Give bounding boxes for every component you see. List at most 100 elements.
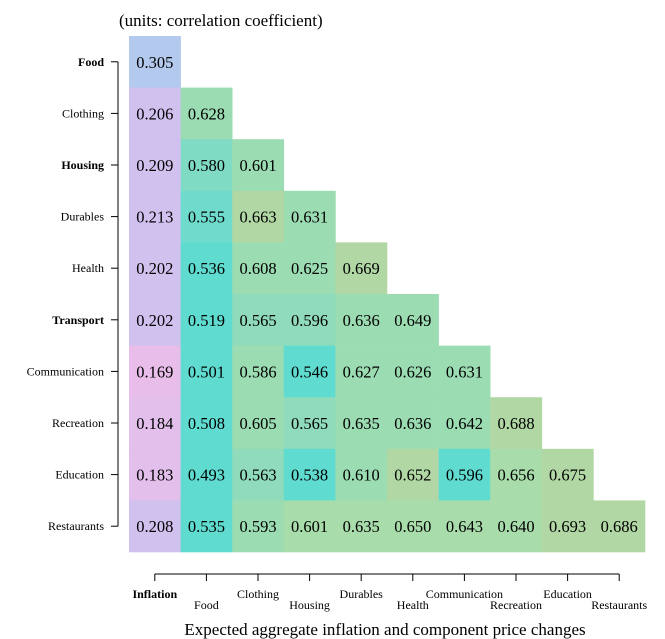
- cell-value-label: 0.642: [446, 414, 483, 433]
- heatmap-cell: [129, 500, 181, 553]
- heatmap-cell: [180, 448, 233, 501]
- cell-value-label: 0.546: [291, 362, 328, 381]
- cell-value-label: 0.631: [291, 208, 328, 227]
- heatmap-cell: [283, 500, 336, 553]
- heatmap-cell: [129, 345, 181, 398]
- heatmap-cell: [490, 448, 543, 501]
- heatmap-cell: [387, 397, 439, 450]
- x-tick-label: Durables: [340, 587, 384, 601]
- cell-value-label: 0.580: [188, 156, 225, 175]
- heatmap-cell: [232, 448, 285, 501]
- heatmap-cell: [283, 397, 336, 450]
- heatmap-cell: [232, 500, 285, 553]
- x-tick-label: Restaurants: [591, 598, 647, 612]
- cell-value-label: 0.305: [136, 53, 173, 72]
- heatmap-cell: [283, 294, 336, 346]
- x-tick-label: Clothing: [237, 587, 279, 601]
- y-tick-label: Transport: [52, 313, 104, 327]
- heatmap-cell: [129, 294, 181, 346]
- heatmap-cell: [387, 500, 439, 553]
- heatmap-cell: [180, 139, 233, 192]
- cell-value-label: 0.565: [239, 311, 276, 330]
- cell-value-label: 0.555: [188, 208, 225, 227]
- cell-value-label: 0.627: [343, 362, 380, 381]
- heatmap-cell: [129, 139, 181, 192]
- cell-value-label: 0.184: [136, 414, 173, 433]
- y-tick-label: Education: [55, 468, 104, 482]
- heatmap-cell: [335, 242, 388, 295]
- x-tick-label: Recreation: [490, 598, 542, 612]
- cell-value-label: 0.601: [239, 156, 276, 175]
- heatmap-cell: [283, 345, 336, 398]
- heatmap-cell: [129, 190, 181, 243]
- cell-value-label: 0.626: [394, 362, 431, 381]
- heatmap-cell: [541, 448, 594, 501]
- cell-value-label: 0.686: [601, 517, 638, 536]
- heatmap-cell: [387, 294, 439, 346]
- y-tick-label: Restaurants: [48, 519, 104, 533]
- cell-value-label: 0.669: [343, 259, 380, 278]
- units-note: (units: correlation coefficient): [119, 11, 323, 30]
- heatmap-cell: [232, 294, 285, 346]
- cell-value-label: 0.565: [291, 414, 328, 433]
- cell-value-label: 0.563: [239, 466, 276, 485]
- cell-value-label: 0.640: [497, 517, 534, 536]
- cell-value-label: 0.635: [343, 414, 380, 433]
- cell-value-label: 0.628: [188, 104, 225, 123]
- cell-value-label: 0.183: [136, 466, 173, 485]
- x-tick-label: Health: [397, 598, 429, 612]
- heatmap-cell: [180, 345, 233, 398]
- cell-value-label: 0.625: [291, 259, 328, 278]
- heatmap-cell: [438, 345, 491, 398]
- cell-value-label: 0.586: [239, 362, 276, 381]
- cell-value-label: 0.508: [188, 414, 225, 433]
- cell-value-label: 0.649: [394, 311, 431, 330]
- cell-value-label: 0.610: [343, 466, 380, 485]
- y-tick-label: Communication: [27, 364, 104, 378]
- cell-value-label: 0.601: [291, 517, 328, 536]
- cell-value-label: 0.493: [188, 466, 225, 485]
- heatmap-cell: [438, 397, 491, 450]
- heatmap-cell: [180, 397, 233, 450]
- heatmap-cell: [335, 294, 388, 346]
- heatmap-cell: [232, 397, 285, 450]
- cell-value-label: 0.519: [188, 311, 225, 330]
- heatmap-cell: [232, 242, 285, 295]
- y-tick-label: Housing: [61, 158, 104, 172]
- cell-value-label: 0.693: [549, 517, 586, 536]
- heatmap-cell: [180, 242, 233, 295]
- heatmap-cell: [438, 448, 491, 501]
- heatmap-cell: [541, 500, 594, 553]
- heatmap-cell: [593, 500, 646, 553]
- heatmap-cell: [232, 139, 285, 192]
- cell-value-label: 0.202: [136, 259, 173, 278]
- heatmap-cell: [232, 345, 285, 398]
- heatmap-cell: [129, 242, 181, 295]
- x-tick-label: Housing: [289, 598, 330, 612]
- cell-value-label: 0.636: [343, 311, 380, 330]
- cell-value-label: 0.596: [291, 311, 328, 330]
- cell-value-label: 0.208: [136, 517, 173, 536]
- heatmap-cell: [335, 397, 388, 450]
- heatmap-cell: [180, 500, 233, 553]
- cell-value-label: 0.538: [291, 466, 328, 485]
- cell-value-label: 0.675: [549, 466, 586, 485]
- x-tick-label: Education: [543, 587, 592, 601]
- cell-value-label: 0.663: [239, 208, 276, 227]
- cell-value-label: 0.656: [497, 466, 534, 485]
- heatmap-cell: [490, 397, 543, 450]
- cell-value-label: 0.605: [239, 414, 276, 433]
- y-tick-label: Food: [78, 55, 104, 69]
- heatmap-cell: [180, 294, 233, 346]
- cell-value-label: 0.643: [446, 517, 483, 536]
- cell-value-label: 0.501: [188, 362, 225, 381]
- heatmap-cell: [232, 190, 285, 243]
- heatmap-cell: [438, 500, 491, 553]
- heatmap-cell: [387, 448, 439, 501]
- heatmap-cell: [129, 448, 181, 501]
- heatmap-cell: [387, 345, 439, 398]
- heatmap-cell: [283, 242, 336, 295]
- cell-value-label: 0.652: [394, 466, 431, 485]
